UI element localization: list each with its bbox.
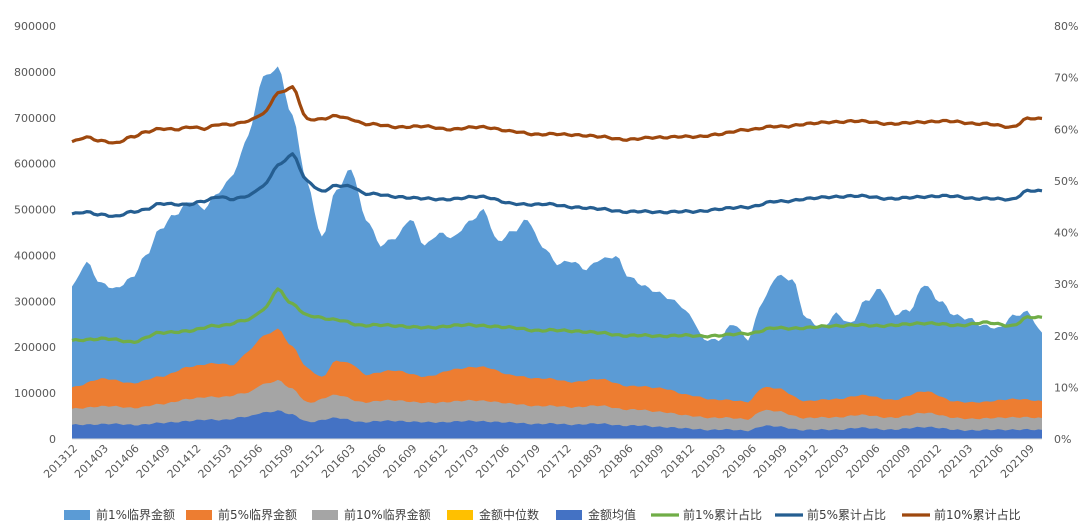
left-tick-label: 0 — [49, 433, 56, 446]
area-series-0 — [72, 66, 1042, 440]
left-y-axis: 0 100000 200000 300000 400000 500000 600000 700… — [14, 20, 56, 446]
legend-swatch — [312, 510, 338, 520]
legend-swatch — [447, 510, 473, 520]
right-tick-label: 50% — [1054, 175, 1078, 188]
right-tick-label: 20% — [1054, 330, 1078, 343]
legend-item: 前5%临界金额 — [186, 507, 297, 522]
legend: 前1%临界金额 前5%临界金额 前10%临界金额 金额中位数 金额均值 前1%累计占比 前5… — [64, 507, 1021, 522]
right-y-axis: 0% 10% 20% 30% 40% 50% 60% 70% 80% — [1054, 20, 1078, 446]
legend-swatch — [556, 510, 582, 520]
legend-item: 前5%累计占比 — [775, 507, 886, 522]
right-tick-label: 40% — [1054, 227, 1078, 240]
left-tick-label: 700000 — [14, 112, 56, 125]
legend-item: 前10%累计占比 — [902, 507, 1021, 522]
legend-item: 前1%临界金额 — [64, 507, 175, 522]
x-tick-label: 202109 — [998, 442, 1037, 481]
legend-label: 金额均值 — [588, 507, 636, 522]
left-tick-label: 500000 — [14, 204, 56, 217]
left-tick-label: 100000 — [14, 387, 56, 400]
legend-label: 前10%临界金额 — [344, 507, 431, 522]
right-tick-label: 10% — [1054, 381, 1078, 394]
legend-swatch — [186, 510, 212, 520]
left-tick-label: 400000 — [14, 249, 56, 262]
right-tick-label: 30% — [1054, 278, 1078, 291]
left-tick-label: 800000 — [14, 66, 56, 79]
left-tick-label: 600000 — [14, 158, 56, 171]
line-series-group — [71, 85, 1043, 344]
legend-label: 金额中位数 — [479, 507, 539, 522]
line-series-5 — [71, 287, 1043, 344]
right-tick-label: 80% — [1054, 20, 1078, 33]
legend-label: 前10%累计占比 — [934, 507, 1021, 522]
right-tick-label: 70% — [1054, 72, 1078, 85]
left-tick-label: 900000 — [14, 20, 56, 33]
legend-item: 前1%累计占比 — [651, 507, 762, 522]
line-series-7 — [71, 85, 1043, 145]
legend-item: 金额均值 — [556, 507, 636, 522]
legend-swatch — [64, 510, 90, 520]
left-tick-label: 200000 — [14, 341, 56, 354]
right-tick-label: 60% — [1054, 123, 1078, 136]
line-series-6 — [71, 152, 1043, 218]
legend-label: 前1%累计占比 — [683, 507, 762, 522]
legend-label: 前1%临界金额 — [96, 507, 175, 522]
legend-label: 前5%临界金额 — [218, 507, 297, 522]
left-tick-label: 300000 — [14, 295, 56, 308]
legend-label: 前5%累计占比 — [807, 507, 886, 522]
right-tick-label: 0% — [1054, 433, 1071, 446]
area-series-group — [72, 66, 1042, 440]
area-series-4 — [72, 410, 1042, 439]
legend-item: 前10%临界金额 — [312, 507, 431, 522]
x-axis: 2013122014032014062014092014122015032015… — [41, 442, 1037, 481]
legend-item: 金额中位数 — [447, 507, 539, 522]
